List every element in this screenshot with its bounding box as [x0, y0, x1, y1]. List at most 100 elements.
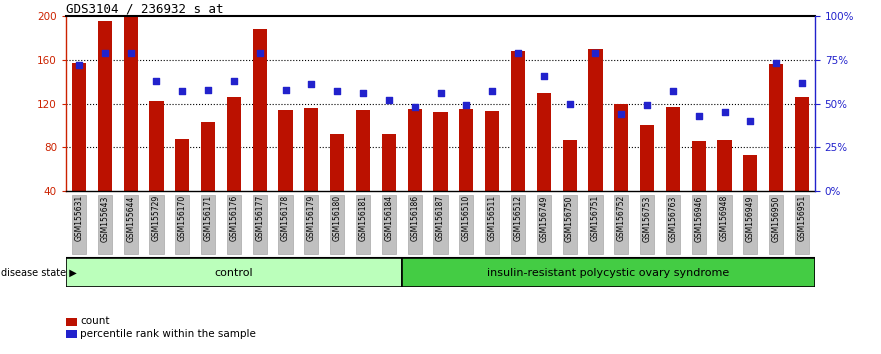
Bar — [356, 195, 370, 255]
Text: GSM156946: GSM156946 — [694, 195, 703, 241]
Point — [692, 113, 706, 119]
Point — [201, 87, 215, 92]
Point — [744, 118, 758, 124]
Bar — [72, 63, 86, 191]
Point — [72, 62, 86, 68]
Text: GSM155631: GSM155631 — [75, 195, 84, 241]
Bar — [692, 195, 706, 255]
Point — [408, 104, 422, 110]
Bar — [150, 195, 164, 255]
Text: GSM156752: GSM156752 — [617, 195, 626, 241]
Bar — [640, 125, 655, 191]
Text: GSM156510: GSM156510 — [462, 195, 470, 241]
Bar — [304, 108, 319, 191]
Text: GSM156181: GSM156181 — [359, 195, 367, 241]
Bar — [666, 195, 680, 255]
Bar — [717, 195, 731, 255]
Bar — [72, 195, 86, 255]
Point — [485, 88, 500, 94]
Bar — [562, 195, 577, 255]
Text: count: count — [80, 316, 109, 326]
Bar — [175, 195, 189, 255]
Point — [459, 102, 473, 108]
Bar — [459, 195, 473, 255]
Bar — [175, 138, 189, 191]
Text: GSM156950: GSM156950 — [772, 195, 781, 241]
Point — [589, 50, 603, 56]
Point — [563, 101, 577, 106]
Text: GSM156512: GSM156512 — [514, 195, 522, 241]
Text: GDS3104 / 236932_s_at: GDS3104 / 236932_s_at — [66, 2, 224, 15]
Bar — [666, 107, 680, 191]
Text: GSM156179: GSM156179 — [307, 195, 316, 241]
Point — [666, 88, 680, 94]
Text: GSM156171: GSM156171 — [204, 195, 212, 241]
Text: GSM156948: GSM156948 — [720, 195, 729, 241]
Bar — [381, 195, 396, 255]
Text: GSM156751: GSM156751 — [591, 195, 600, 241]
Bar — [433, 112, 448, 191]
Text: GSM155644: GSM155644 — [126, 195, 135, 241]
Bar — [485, 195, 500, 255]
Bar — [98, 21, 112, 191]
Bar — [537, 195, 551, 255]
Text: control: control — [215, 268, 253, 278]
Bar — [433, 195, 448, 255]
Point — [253, 50, 267, 56]
Bar — [304, 195, 319, 255]
Bar — [408, 109, 422, 191]
Point — [278, 87, 292, 92]
Bar — [330, 134, 344, 191]
Bar — [66, 258, 402, 287]
Point — [537, 73, 551, 78]
Text: GSM155643: GSM155643 — [100, 195, 109, 241]
Point — [227, 78, 241, 84]
Bar — [614, 103, 628, 191]
Bar — [356, 110, 370, 191]
Text: GSM156176: GSM156176 — [229, 195, 239, 241]
Text: percentile rank within the sample: percentile rank within the sample — [80, 329, 256, 339]
Bar — [123, 16, 137, 191]
Text: GSM156178: GSM156178 — [281, 195, 290, 241]
Bar — [744, 195, 758, 255]
Point — [304, 81, 318, 87]
Text: GSM156177: GSM156177 — [255, 195, 264, 241]
Bar — [98, 195, 112, 255]
Text: GSM156511: GSM156511 — [488, 195, 497, 241]
Bar — [150, 101, 164, 191]
Point — [150, 78, 164, 84]
Bar — [408, 195, 422, 255]
Bar — [485, 111, 500, 191]
Bar — [253, 195, 267, 255]
Bar — [795, 195, 809, 255]
Bar — [511, 195, 525, 255]
Bar — [795, 97, 809, 191]
Point — [175, 88, 189, 94]
Point — [356, 90, 370, 96]
Bar — [123, 195, 137, 255]
Bar — [769, 195, 783, 255]
Point — [795, 80, 809, 85]
Bar — [589, 195, 603, 255]
Point — [330, 88, 344, 94]
Text: GSM156180: GSM156180 — [333, 195, 342, 241]
Text: GSM156750: GSM156750 — [565, 195, 574, 241]
Bar — [226, 97, 241, 191]
Bar — [614, 195, 628, 255]
Bar — [402, 258, 815, 287]
Point — [98, 50, 112, 56]
Text: GSM156186: GSM156186 — [411, 195, 419, 241]
Bar — [201, 122, 215, 191]
Text: insulin-resistant polycystic ovary syndrome: insulin-resistant polycystic ovary syndr… — [487, 268, 729, 278]
Text: disease state ▶: disease state ▶ — [1, 268, 77, 278]
Text: GSM156949: GSM156949 — [746, 195, 755, 241]
Point — [511, 50, 525, 56]
Bar — [330, 195, 344, 255]
Bar — [278, 195, 292, 255]
Bar — [589, 49, 603, 191]
Point — [640, 102, 654, 108]
Bar — [769, 64, 783, 191]
Text: GSM156187: GSM156187 — [436, 195, 445, 241]
Text: GSM156951: GSM156951 — [797, 195, 806, 241]
Point — [381, 97, 396, 103]
